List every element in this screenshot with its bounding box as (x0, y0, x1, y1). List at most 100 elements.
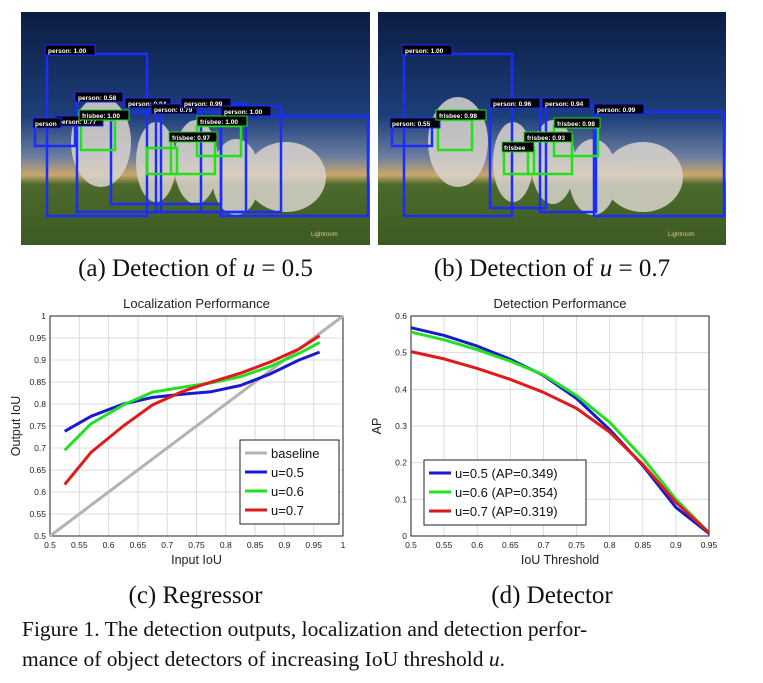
y-tick-label: 0.5 (34, 531, 46, 541)
det-label: person: 0.99 (184, 101, 223, 108)
x-tick-label: 0.5 (44, 540, 56, 550)
y-tick-label: 0.95 (29, 333, 46, 343)
det-label: person: 0.96 (493, 101, 532, 108)
legend-label: baseline (271, 446, 319, 461)
y-tick-label: 0.6 (395, 311, 407, 321)
y-tick-label: 0.6 (34, 487, 46, 497)
caption-a-eq: = 0.5 (261, 255, 313, 282)
x-tick-label: 1 (341, 540, 346, 550)
x-tick-label: 0.85 (635, 540, 652, 550)
det-label: person: 1.00 (224, 109, 263, 116)
x-tick-label: 0.9 (278, 540, 290, 550)
y-tick-label: 0.8 (34, 399, 46, 409)
caption-b: (b) Detection of u = 0.7 (378, 255, 726, 283)
x-tick-label: 0.75 (568, 540, 585, 550)
watermark: Lightroom (668, 232, 695, 238)
x-tick-label: 0.75 (188, 540, 205, 550)
legend-label: u=0.5 (AP=0.349) (455, 466, 558, 481)
x-tick-label: 0.65 (130, 540, 147, 550)
series-line (63, 341, 321, 452)
series-line (410, 350, 711, 534)
x-tick-label: 0.8 (604, 540, 616, 550)
y-tick-label: 0.55 (29, 509, 46, 519)
det-label: person: 0.79 (154, 107, 193, 114)
caption-d: (d) Detector (491, 582, 613, 609)
legend-label: u=0.6 (271, 484, 304, 499)
x-tick-label: 0.5 (405, 540, 417, 550)
det-label: person (35, 121, 57, 128)
caption-b-eq: = 0.7 (618, 255, 671, 282)
x-axis-label: Input IoU (171, 553, 222, 567)
legend-label: u=0.6 (AP=0.354) (455, 485, 558, 500)
x-tick-label: 0.55 (71, 540, 88, 550)
y-tick-label: 0.2 (395, 458, 407, 468)
det-label: frisbee: 0.97 (172, 135, 210, 142)
x-tick-label: 0.8 (220, 540, 232, 550)
det-box (219, 114, 370, 218)
caption-a-var: u (242, 255, 256, 282)
det-label: person: 0.77 (58, 119, 97, 126)
caption-a: (a) Detection of u = 0.5 (21, 255, 370, 283)
det-label: person: 0.55 (392, 121, 431, 128)
chart-title: Detection Performance (494, 296, 627, 311)
y-tick-label: 0.9 (34, 355, 46, 365)
y-tick-label: 0.4 (395, 384, 407, 394)
caption-a-prefix: (a) Detection of (78, 255, 237, 282)
plot-frame (410, 315, 710, 537)
caption-b-var: u (599, 255, 613, 282)
y-tick-label: 0.65 (29, 465, 46, 475)
y-tick-label: 1 (41, 311, 46, 321)
legend-label: u=0.7 (271, 503, 304, 518)
x-axis-label: IoU Threshold (521, 553, 599, 567)
det-label: person: 0.58 (78, 95, 117, 102)
watermark: Lightroom (311, 232, 338, 238)
y-tick-label: 0.3 (395, 421, 407, 431)
det-label: frisbee: 1.00 (200, 119, 238, 126)
det-label: frisbee: 0.98 (557, 121, 595, 128)
detection-chart: 0.5 0.55 0.6 0.65 0.7 0.75 0.8 0.85 0.9 0.95 0 0.1 0… (370, 290, 752, 580)
x-tick-label: 0.7 (538, 540, 550, 550)
det-label: frisbee (504, 145, 526, 152)
y-tick-label: 0.75 (29, 421, 46, 431)
chart-title: Localization Performance (123, 296, 270, 311)
figure-caption-line1: Figure 1. The detection outputs, localiz… (22, 617, 588, 641)
det-label: person: 0.99 (597, 107, 636, 114)
detection-photo-b: person: 1.00 person: 0.96 person: 0.94 p… (378, 12, 726, 245)
plot-frame (49, 315, 344, 537)
series-line (410, 326, 710, 535)
det-label: person: 1.00 (48, 48, 87, 55)
y-tick-label: 0.85 (29, 377, 46, 387)
figure-caption-var: u (488, 647, 500, 671)
y-tick-label: 0.1 (395, 494, 407, 504)
det-label: person: 1.00 (405, 48, 444, 55)
x-tick-label: 0.6 (471, 540, 483, 550)
figure-caption-line2-suffix: . (499, 647, 505, 671)
det-box (402, 52, 514, 218)
x-tick-label: 0.65 (502, 540, 519, 550)
x-tick-label: 0.85 (247, 540, 264, 550)
det-box (145, 146, 179, 176)
x-tick-label: 0.95 (305, 540, 322, 550)
det-label: person: 0.94 (545, 101, 584, 108)
series-line (410, 330, 711, 534)
figure-caption-line2: mance of object detectors of increasing … (22, 644, 747, 674)
x-tick-label: 0.9 (670, 540, 682, 550)
x-tick-label: 0.6 (103, 540, 115, 550)
localization-chart: 0.5 0.55 0.6 0.65 0.7 0.75 0.8 0.85 0.9 0.95 1 0.5 0… (0, 290, 360, 580)
det-label: frisbee: 0.98 (439, 113, 477, 120)
caption-b-prefix: (b) Detection of (433, 255, 594, 282)
series-line (63, 334, 321, 486)
det-label: person: 0.84 (128, 101, 167, 108)
y-axis-label: Output IoU (9, 396, 23, 456)
x-tick-label: 0.7 (161, 540, 173, 550)
y-tick-label: 0.5 (395, 348, 407, 358)
series-line (63, 350, 321, 433)
det-label: frisbee: 1.00 (82, 113, 120, 120)
figure-caption: Figure 1. The detection outputs, localiz… (22, 614, 747, 674)
x-tick-label: 0.95 (701, 540, 718, 550)
det-box (45, 52, 149, 218)
figure-caption-line2-prefix: mance of object detectors of increasing … (22, 647, 484, 671)
y-axis-label: AP (372, 418, 384, 435)
det-label: frisbee: 0.93 (527, 135, 565, 142)
caption-c: (c) Regressor (128, 582, 263, 609)
